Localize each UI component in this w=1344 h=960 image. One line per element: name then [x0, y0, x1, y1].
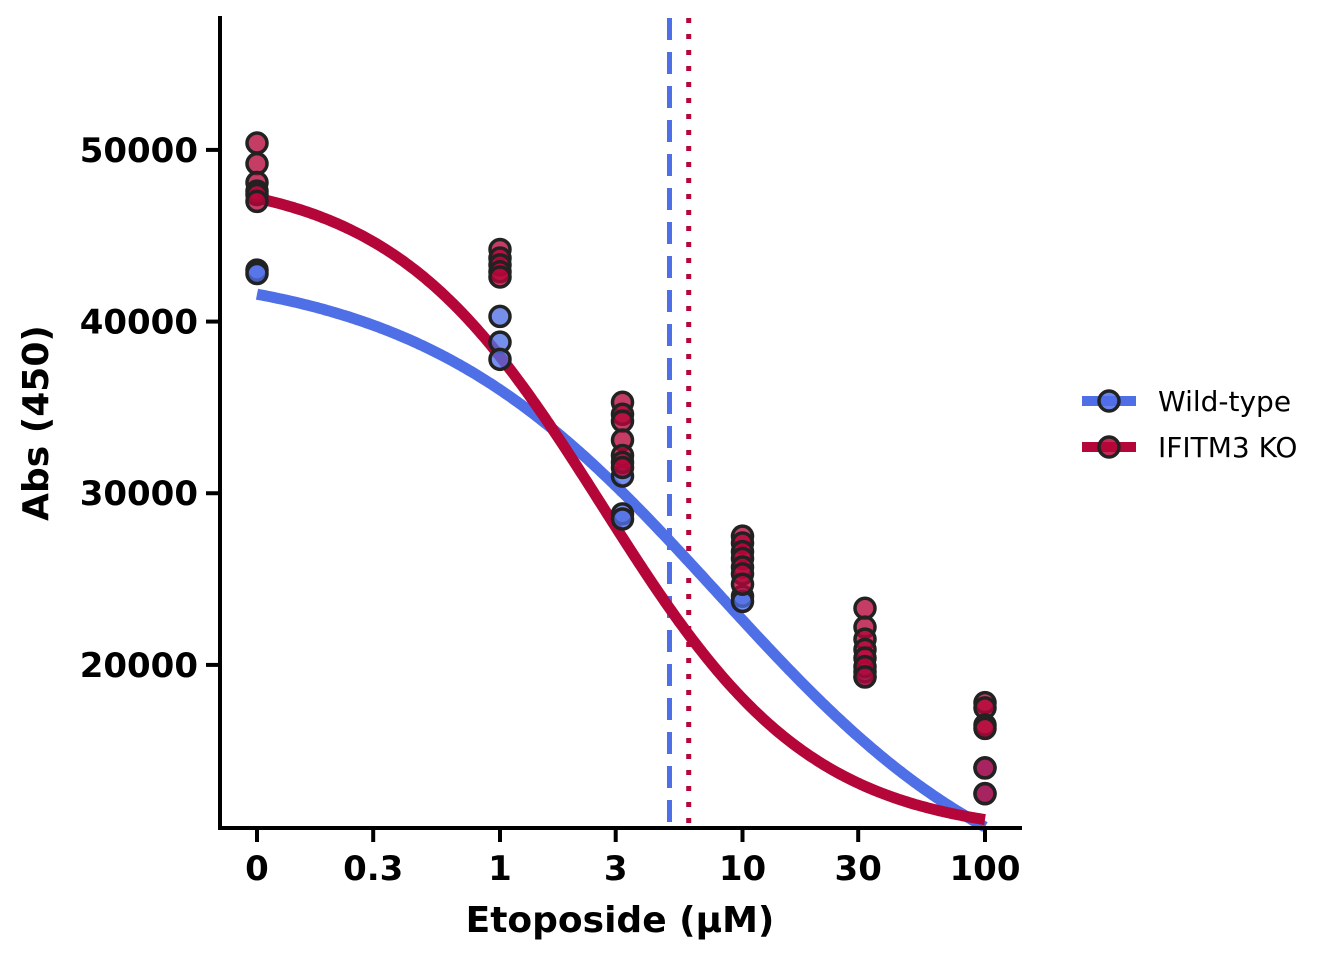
x-axis-title: Etoposide (µM)	[466, 900, 775, 941]
fit-curve	[255, 192, 986, 826]
data-point	[488, 304, 512, 329]
legend-label: Wild-type	[1158, 385, 1291, 418]
legend-marker	[1097, 389, 1121, 413]
x-tick-label: 0.3	[343, 849, 403, 889]
data-point	[730, 572, 755, 596]
data-points	[245, 131, 997, 806]
y-tick-label: 30000	[80, 474, 198, 514]
data-point	[973, 781, 997, 806]
legend-marker	[1097, 435, 1121, 459]
fit-curve	[255, 288, 988, 832]
data-point	[973, 716, 997, 741]
data-point	[488, 265, 512, 289]
data-point	[853, 596, 877, 621]
data-point	[853, 665, 877, 689]
y-tick-label: 50000	[80, 131, 198, 171]
ic50-lines	[667, 18, 692, 828]
y-axis-title: Abs (450)	[16, 325, 57, 521]
y-tick-label: 40000	[80, 303, 198, 343]
x-ticks: 0 0.3 1 3 10 30 100	[245, 828, 1020, 889]
x-tick-label: 3	[604, 849, 628, 889]
data-point	[245, 261, 269, 286]
data-point	[245, 131, 269, 155]
legend: Wild-type IFITM3 KO	[1082, 385, 1297, 464]
data-point	[245, 189, 269, 214]
data-point	[610, 455, 635, 480]
data-point	[973, 756, 997, 780]
legend-label: IFITM3 KO	[1158, 431, 1297, 464]
y-ticks: 20000 30000 40000 50000	[80, 131, 220, 686]
data-point	[245, 151, 269, 176]
x-tick-label: 100	[950, 849, 1021, 889]
y-tick-label: 20000	[80, 646, 198, 686]
x-tick-label: 1	[488, 849, 512, 889]
data-point	[610, 507, 635, 531]
data-point	[488, 347, 512, 372]
fit-curves	[255, 192, 988, 832]
x-tick-label: 10	[719, 849, 766, 889]
x-tick-label: 0	[245, 849, 269, 889]
data-point	[610, 409, 635, 433]
x-tick-label: 30	[835, 849, 882, 889]
